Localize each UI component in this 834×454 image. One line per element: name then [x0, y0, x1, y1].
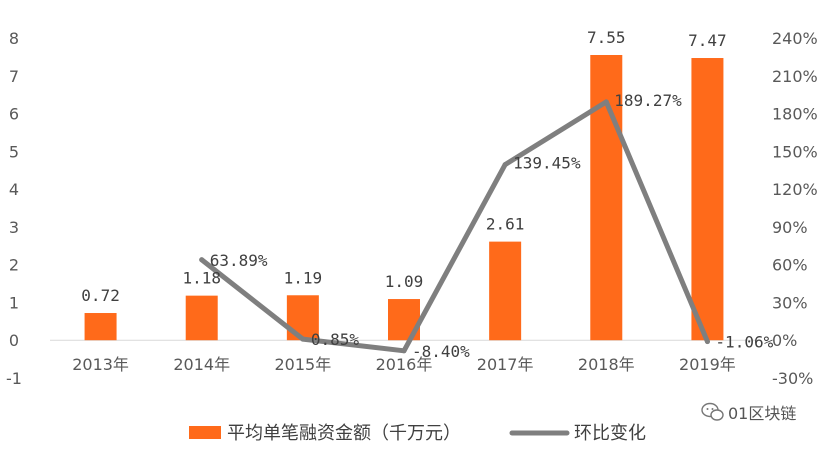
bar-value-label: 1.09 [385, 272, 424, 291]
y-left-tick-label: -1 [6, 369, 22, 388]
y-left-tick-label: 8 [9, 29, 19, 48]
bar-value-label: 7.55 [587, 28, 626, 47]
x-tick-label: 2017年 [477, 355, 534, 374]
bar-value-label: 7.47 [688, 31, 727, 50]
axes-layer: -1 0 1 2 3 4 5 6 7 8 -30% 0% 30% 60% 90% 120% 150% 180% 21… [6, 29, 818, 388]
y-left-tick-label: 5 [9, 142, 19, 161]
line-value-label: 63.89% [210, 251, 268, 270]
line-point [704, 339, 710, 345]
line-value-label: -1.06% [715, 333, 773, 352]
line-point [603, 99, 609, 105]
y-left-tick-label: 2 [9, 256, 19, 275]
y-right-tick-label: 120% [772, 180, 818, 199]
line-point [502, 162, 508, 168]
line-point [300, 336, 306, 342]
x-tick-label: 2015年 [274, 355, 331, 374]
legend-label-line: 环比变化 [574, 423, 646, 444]
bar-value-label: 1.18 [182, 269, 221, 288]
y-right-tick-label: 210% [772, 67, 818, 86]
bar [84, 313, 117, 341]
y-left-tick-label: 1 [9, 293, 19, 312]
y-left-tick-label: 3 [9, 218, 19, 237]
y-right-tick-label: 90% [772, 218, 808, 237]
bar-value-label: 2.61 [486, 215, 525, 234]
watermark-text: 01区块链 [728, 404, 796, 423]
bar [691, 58, 724, 341]
y-right-tick-label: 0% [772, 331, 797, 350]
line-layer [199, 99, 710, 354]
line-value-label: 139.45% [513, 154, 581, 173]
legend-label-bar: 平均单笔融资金额（千万元） [227, 423, 461, 444]
bar-value-label: 1.19 [284, 268, 323, 287]
data-labels-layer: 0.72 1.18 1.19 1.09 2.61 7.55 7.47 63.89% 0.85% -… [81, 28, 773, 361]
y-right-tick-label: 240% [772, 29, 818, 48]
x-tick-label: 2018年 [578, 355, 635, 374]
y-right-tick-label: 180% [772, 105, 818, 124]
x-tick-label: 2014年 [173, 355, 230, 374]
y-left-tick-label: 4 [9, 180, 19, 199]
line-value-label: 189.27% [614, 91, 682, 110]
y-left-tick-label: 0 [9, 331, 19, 350]
line-value-label: 0.85% [311, 330, 360, 349]
bar [489, 241, 522, 341]
bar [185, 295, 218, 341]
x-tick-label: 2016年 [376, 355, 433, 374]
y-right-tick-label: -30% [772, 369, 813, 388]
wechat-icon [701, 402, 724, 421]
y-right-tick-label: 60% [772, 256, 808, 275]
watermark: 01区块链 [701, 402, 796, 423]
line-value-label: -8.40% [412, 342, 470, 361]
y-right-tick-label: 150% [772, 142, 818, 161]
y-left-tick-label: 7 [9, 67, 19, 86]
legend: 平均单笔融资金额（千万元） 环比变化 [189, 423, 646, 444]
x-tick-label: 2013年 [72, 355, 129, 374]
legend-swatch-bar [189, 426, 221, 439]
y-left-tick-label: 6 [9, 105, 19, 124]
x-tick-label: 2019年 [679, 355, 736, 374]
line-point [199, 257, 205, 263]
bar-value-label: 0.72 [81, 286, 120, 305]
line-point [401, 348, 407, 354]
y-right-tick-label: 30% [772, 293, 808, 312]
line-series-path [199, 99, 710, 354]
